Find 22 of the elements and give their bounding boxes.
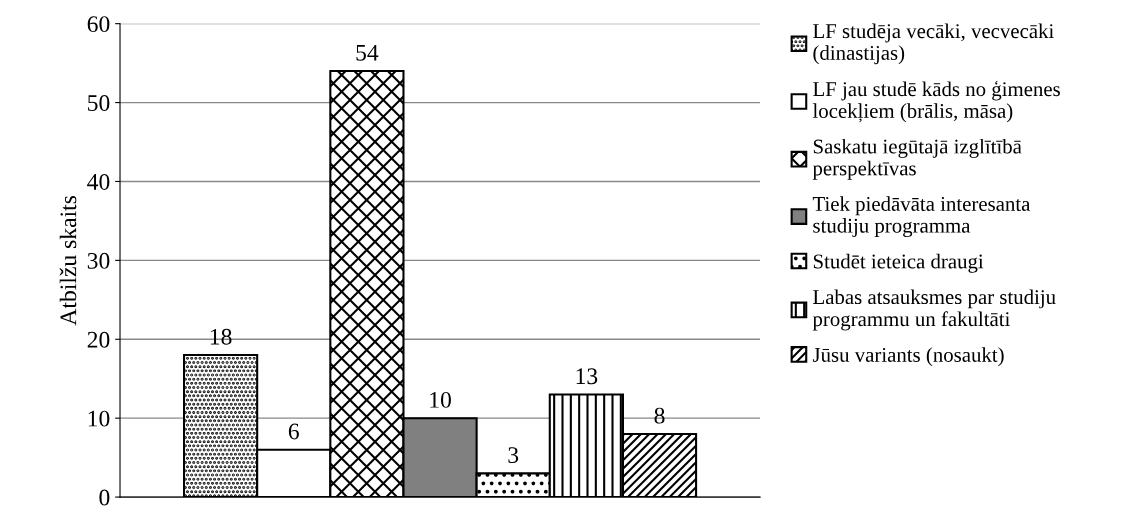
data-label: 3: [508, 447, 519, 464]
data-label: 18: [210, 328, 232, 345]
y-tick-label: 10: [88, 410, 110, 427]
legend-label: LF jau studē kāds no ģimenes locekļiem (brālis, māsa): [812, 80, 1060, 123]
data-label: 13: [576, 368, 598, 385]
y-tick-label: 40: [87, 173, 110, 190]
y-tick-label: 20: [87, 331, 110, 348]
data-label: 8: [654, 407, 665, 424]
data-label: 6: [288, 423, 299, 440]
legend-label: Saskatu iegūtajā izglītībā perspektīvas: [812, 138, 1022, 180]
data-label: 10: [430, 391, 451, 408]
data-label: 54: [356, 44, 379, 61]
legend-label: Studēt ieteica draugi: [813, 253, 984, 273]
legend-label: LF studēja vecāki, vecvecāki (dinastijas): [813, 23, 1054, 65]
y-tick-label: 0: [99, 489, 110, 506]
y-tick-label: 60: [87, 16, 110, 33]
y-tick-label: 50: [88, 95, 110, 111]
legend-label: Labas atsauksmes par studiju programmu un fakultāti: [812, 289, 1056, 331]
y-tick-label: 30: [87, 252, 110, 269]
legend-label: Tiek piedāvāta interesanta studiju programma: [812, 196, 1031, 238]
legend-label: Jūsu variants (nosaukt): [812, 347, 1004, 367]
y-axis-title: Atbilžu skaits: [59, 195, 77, 326]
